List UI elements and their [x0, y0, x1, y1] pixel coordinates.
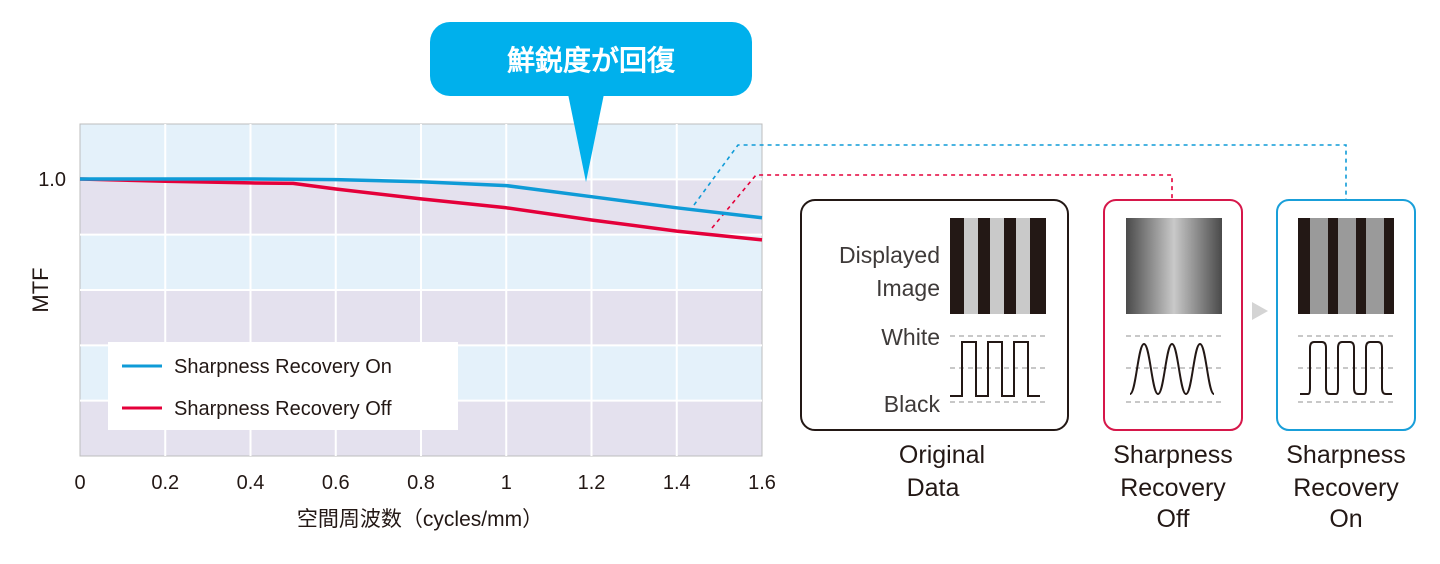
black-label: Black	[884, 391, 941, 417]
caption-on-line1: Sharpness	[1286, 441, 1406, 469]
caption-on-line3: On	[1329, 505, 1362, 533]
series-line-on	[80, 177, 763, 220]
sharp-stripe-2	[1338, 218, 1356, 314]
sharp-stripe-1	[1310, 218, 1328, 314]
caption-on-line2: Recovery	[1293, 474, 1399, 502]
stripe-light-2	[990, 218, 1004, 314]
displayed-label-line2: Image	[876, 275, 940, 301]
displayed-label-line1: Displayed	[839, 242, 940, 268]
x-tick-label-7: 1.4	[663, 472, 691, 494]
series-layer	[79, 177, 763, 242]
panel-off: Sharpness Recovery Off	[1103, 199, 1243, 533]
x-tick-labels: 0 0.2 0.4 0.6 0.8 1 1.2 1.4 1.6	[74, 472, 775, 494]
x-tick-label-6: 1.2	[578, 472, 606, 494]
blurred-stripe-image	[1126, 218, 1222, 314]
sharp-stripe-image	[1298, 218, 1394, 314]
caption-off-line1: Sharpness	[1113, 441, 1233, 469]
callout-pointer	[568, 94, 604, 182]
callout-box	[430, 22, 752, 96]
restored-wave	[1300, 341, 1392, 395]
off-leader-line	[711, 174, 1173, 229]
legend-label-on: Sharpness Recovery On	[174, 356, 392, 378]
y-tick-labels: 1.0	[38, 169, 66, 191]
legend-box	[108, 342, 458, 430]
y-axis-label: MTF	[28, 267, 53, 312]
x-axis-label: 空間周波数（cycles/mm）	[297, 508, 543, 531]
white-label: White	[881, 324, 940, 350]
sine-wave	[1129, 342, 1215, 396]
series-line-off	[79, 177, 763, 242]
on-leader-line	[693, 144, 1347, 206]
caption-off-line2: Recovery	[1120, 474, 1226, 502]
legend: Sharpness Recovery On Sharpness Recovery…	[108, 342, 458, 430]
triangle-right-icon	[1252, 302, 1268, 320]
panel-on: Sharpness Recovery On	[1276, 199, 1416, 533]
callout-bubble: 鮮鋭度が回復	[430, 22, 752, 182]
caption-original-line2: Data	[907, 474, 960, 502]
y-tick-label-0: 1.0	[38, 169, 66, 191]
square-wave	[950, 341, 1040, 397]
x-tick-label-4: 0.8	[407, 472, 435, 494]
sharp-stripe-3	[1366, 218, 1384, 314]
original-stripe-image	[950, 218, 1046, 314]
callout-text: 鮮鋭度が回復	[507, 44, 676, 76]
caption-original-line1: Original	[899, 441, 985, 469]
x-tick-label-3: 0.6	[322, 472, 350, 494]
stripe-light-3	[1016, 218, 1030, 314]
x-tick-label-2: 0.4	[237, 472, 265, 494]
legend-label-off: Sharpness Recovery Off	[174, 398, 392, 420]
x-tick-label-5: 1	[501, 472, 512, 494]
caption-off-line3: Off	[1157, 505, 1190, 533]
stripe-light-1	[964, 218, 978, 314]
x-tick-label-0: 0	[74, 472, 85, 494]
x-tick-label-8: 1.6	[748, 472, 776, 494]
panel-original: Displayed Image White Black Original Dat…	[800, 199, 1069, 502]
x-tick-label-1: 0.2	[151, 472, 179, 494]
